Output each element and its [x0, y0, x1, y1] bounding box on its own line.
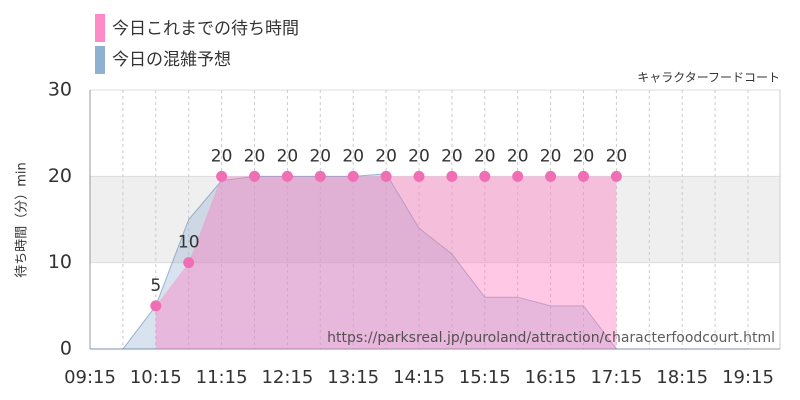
point: [479, 170, 491, 182]
y-tick-label: 30: [48, 79, 72, 101]
data-label: 20: [540, 146, 562, 166]
y-tick-label: 0: [60, 338, 72, 360]
point: [183, 257, 195, 269]
x-tick-label: 16:15: [525, 367, 577, 388]
y-tick-label: 20: [48, 165, 72, 187]
legend-label: 今日これまでの待ち時間: [112, 19, 299, 39]
x-tick-label: 12:15: [261, 367, 313, 388]
area: [155, 176, 617, 349]
data-label: 20: [507, 146, 529, 166]
data-label: 20: [606, 146, 628, 166]
point: [446, 170, 458, 182]
point: [380, 170, 392, 182]
point: [578, 170, 589, 182]
x-tick-label: 13:15: [327, 367, 379, 388]
x-tick-label: 14:15: [393, 367, 445, 388]
area: [90, 173, 748, 350]
x-tick-label: 15:15: [459, 367, 511, 388]
point: [314, 170, 326, 182]
x-tick-label: 11:15: [196, 367, 248, 388]
data-label: 20: [375, 146, 397, 166]
data-label: 20: [244, 146, 266, 166]
x-tick-label: 19:15: [722, 367, 774, 388]
point: [281, 170, 293, 182]
legend-swatch: [95, 14, 105, 42]
point: [413, 170, 425, 182]
point: [249, 170, 260, 182]
point: [347, 170, 359, 182]
data-label: 20: [408, 146, 430, 166]
data-label: 5: [150, 276, 161, 296]
x-tick-label: 18:15: [656, 367, 708, 388]
point: [545, 170, 557, 182]
data-label: 20: [573, 146, 595, 166]
legend-label: 今日の混雑予想: [112, 50, 231, 70]
chart-subtitle: キャラクターフードコート: [637, 71, 780, 85]
x-tick-label: 09:15: [64, 367, 116, 388]
data-label: 20: [342, 146, 364, 166]
data-label: 20: [277, 146, 299, 166]
data-label: 20: [474, 146, 496, 166]
x-tick-label: 17:15: [590, 367, 642, 388]
point: [150, 300, 162, 312]
point: [512, 170, 524, 182]
watermark: https://parksreal.jp/puroland/attraction…: [327, 330, 775, 346]
highlight-band: [90, 176, 780, 263]
point: [610, 170, 622, 182]
x-tick-label: 10:15: [130, 367, 182, 388]
data-label: 20: [211, 146, 233, 166]
legend-swatch: [95, 46, 105, 74]
y-tick-label: 10: [48, 251, 72, 273]
data-label: 20: [441, 146, 463, 166]
data-label: 20: [309, 146, 331, 166]
data-label: 10: [178, 233, 200, 253]
y-axis-label: 待ち時間（分）min: [15, 162, 30, 278]
point: [216, 170, 228, 182]
